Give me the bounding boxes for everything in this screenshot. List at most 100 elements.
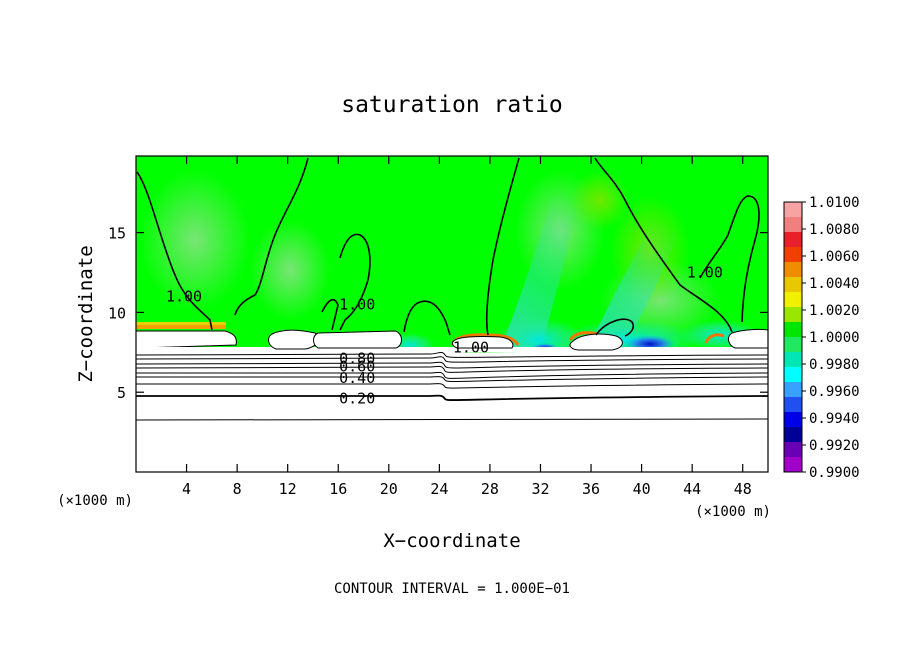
field-cloud-patch bbox=[569, 333, 623, 351]
plot-frame bbox=[135, 155, 769, 473]
field-light-region bbox=[250, 220, 330, 320]
colorbar-label: 1.0040 bbox=[809, 276, 860, 292]
colorbar-label: 0.9980 bbox=[809, 357, 860, 373]
colorbar-label: 1.0100 bbox=[809, 195, 860, 211]
colorbar-swatch bbox=[784, 202, 802, 218]
x-tick-label: 4 bbox=[182, 480, 191, 498]
colorbar-swatch bbox=[784, 442, 802, 458]
colorbar-swatch bbox=[784, 247, 802, 263]
contour-line-0-80 bbox=[136, 356, 768, 363]
colorbar-label: 1.0000 bbox=[809, 330, 860, 346]
x-tick-label: 28 bbox=[481, 480, 499, 498]
contour-line-1-00 bbox=[136, 171, 213, 331]
colorbar-swatch bbox=[784, 457, 802, 473]
contour-line-0-30 bbox=[136, 383, 768, 389]
field-subsat-streak bbox=[590, 200, 690, 345]
contour-label: 0.20 bbox=[339, 390, 375, 408]
contour-line-1-00 bbox=[403, 300, 451, 336]
contour-line-0-60 bbox=[136, 365, 768, 373]
x-tick-label: 8 bbox=[233, 480, 242, 498]
contour-line-1-00 bbox=[486, 157, 520, 336]
y-tick-label: 5 bbox=[117, 384, 126, 402]
x-axis-unit-right: (×1000 m) bbox=[695, 504, 771, 520]
field-cloud-layer bbox=[136, 330, 237, 349]
x-axis: 4 8 12 16 20 24 28 32 36 40 44 48 bbox=[182, 156, 752, 498]
contour-line-1-00 bbox=[339, 233, 371, 331]
x-tick-label: 32 bbox=[531, 480, 549, 498]
field-subsat-streak bbox=[500, 170, 585, 350]
colorbar-swatch bbox=[784, 277, 802, 293]
y-axis: 5 10 15 bbox=[108, 225, 768, 402]
field-cloud-patch bbox=[313, 330, 402, 349]
x-tick-label: 48 bbox=[734, 480, 752, 498]
x-axis-title: X−coordinate bbox=[383, 530, 520, 552]
x-tick-label: 44 bbox=[683, 480, 701, 498]
colorbar-swatch bbox=[784, 232, 802, 248]
contour-label: 1.00 bbox=[339, 295, 375, 313]
contour-lines bbox=[136, 157, 760, 337]
colorbar-swatch bbox=[784, 217, 802, 233]
y-tick-label: 15 bbox=[108, 225, 126, 243]
contour-line-0-40 bbox=[136, 376, 768, 383]
colorbar-label: 1.0080 bbox=[809, 222, 860, 238]
colorbar-swatch bbox=[784, 307, 802, 323]
x-tick-label: 20 bbox=[380, 480, 398, 498]
colorbar-swatch bbox=[784, 382, 802, 398]
field-supersat-edge bbox=[704, 333, 725, 344]
field-cloud-patch bbox=[452, 335, 514, 349]
contour-label: 0.40 bbox=[339, 369, 375, 387]
x-tick-label: 12 bbox=[279, 480, 297, 498]
colorbar-swatch bbox=[784, 337, 802, 353]
x-tick-label: 40 bbox=[633, 480, 651, 498]
contour-label: 1.00 bbox=[453, 339, 489, 357]
plot-area bbox=[136, 156, 768, 472]
x-axis-unit-left: (×1000 m) bbox=[57, 493, 133, 509]
x-tick-label: 16 bbox=[329, 480, 347, 498]
contour-label: 0.60 bbox=[339, 358, 375, 376]
x-tick-label: 24 bbox=[430, 480, 448, 498]
colorbar-swatch bbox=[784, 367, 802, 383]
contour-labels: 1.00 1.00 1.00 1.00 0.800.600.40 0.20 bbox=[166, 264, 723, 408]
field-supersat-edge bbox=[568, 331, 599, 341]
contour-line-0-40 bbox=[136, 371, 768, 379]
colorbar-swatch bbox=[784, 397, 802, 413]
colorbar-swatch bbox=[784, 262, 802, 278]
contour-label: 1.00 bbox=[687, 264, 723, 282]
colorbar-swatch bbox=[784, 412, 802, 428]
colorbar: 1.0100 1.0080 1.0060 1.0040 1.0020 1.0000 0.99… bbox=[783, 195, 860, 481]
colorbar-label: 0.9920 bbox=[809, 438, 860, 454]
field-cloud-patch bbox=[268, 329, 319, 350]
x-tick-label: 36 bbox=[582, 480, 600, 498]
field-supersat-layer bbox=[136, 325, 226, 329]
colorbar-swatch bbox=[784, 292, 802, 308]
contour-line-1-00 bbox=[234, 157, 309, 316]
contour-label: 1.00 bbox=[166, 287, 202, 305]
colorbar-swatch bbox=[784, 352, 802, 368]
contour-line-0-60 bbox=[136, 361, 768, 369]
colorbar-label: 0.9900 bbox=[809, 465, 860, 481]
contour-line-1-00 bbox=[594, 157, 733, 333]
colorbar-label: 1.0020 bbox=[809, 303, 860, 319]
contour-line-0-20 bbox=[136, 394, 768, 401]
y-axis-title: Z−coordinate bbox=[75, 245, 97, 382]
contour-line-1-00 bbox=[595, 318, 635, 337]
contour-line-1-00 bbox=[321, 298, 339, 331]
y-tick-label: 10 bbox=[108, 304, 126, 322]
contour-line-0-80 bbox=[136, 351, 768, 358]
lower-contours bbox=[136, 351, 768, 421]
colorbar-swatch bbox=[784, 427, 802, 443]
field-light-region bbox=[140, 170, 250, 310]
field-supersat-layer bbox=[136, 322, 226, 325]
contour-interval-note: CONTOUR INTERVAL = 1.000E−01 bbox=[334, 581, 570, 597]
colorbar-swatch bbox=[784, 322, 802, 338]
colorbar-label: 1.0060 bbox=[809, 249, 860, 265]
contour-line-0-10 bbox=[136, 418, 768, 421]
field-cloud-patch bbox=[727, 328, 768, 349]
contour-line-1-00 bbox=[699, 195, 760, 323]
field-unsaturated-region bbox=[136, 348, 768, 472]
contour-label: 0.80 bbox=[339, 350, 375, 368]
colorbar-label: 0.9940 bbox=[809, 411, 860, 427]
colorbar-label: 0.9960 bbox=[809, 384, 860, 400]
chart-title: saturation ratio bbox=[341, 92, 563, 118]
